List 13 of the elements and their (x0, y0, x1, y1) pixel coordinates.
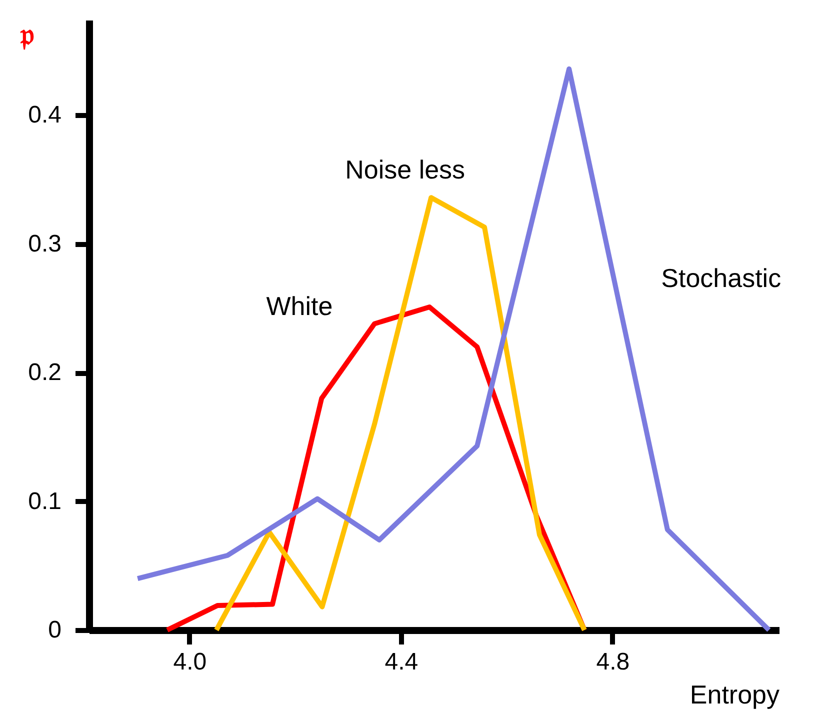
x-axis-title: Entropy (690, 680, 780, 710)
x-tick-label: 4.0 (173, 648, 207, 676)
y-tick-label: 0.4 (28, 102, 62, 129)
x-tick-label: 4.8 (596, 648, 630, 676)
y-tick-label: 0.2 (28, 359, 62, 386)
series-label: Stochastic (661, 262, 782, 293)
y-tick-label: 0.1 (28, 488, 62, 515)
y-tick-label: 0 (48, 616, 62, 644)
y-axis-title: 𝔭 (20, 18, 34, 52)
y-tick-label: 0.3 (28, 230, 62, 258)
x-tick-label: 4.4 (384, 648, 418, 676)
series-label: White (266, 290, 333, 321)
series-label: Noise less (345, 154, 466, 185)
